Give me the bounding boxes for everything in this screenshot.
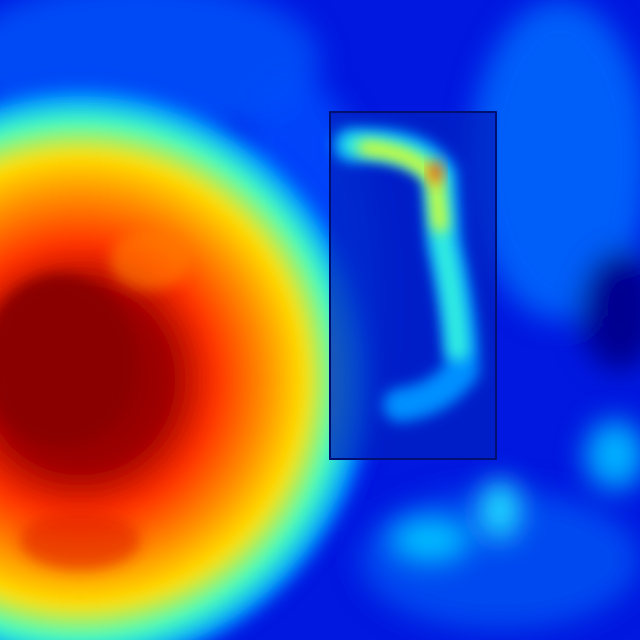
cyan-blobs: [390, 420, 640, 562]
hot-blob: [0, 80, 380, 640]
box-outline: [329, 111, 497, 460]
arc-shape: [333, 127, 480, 422]
